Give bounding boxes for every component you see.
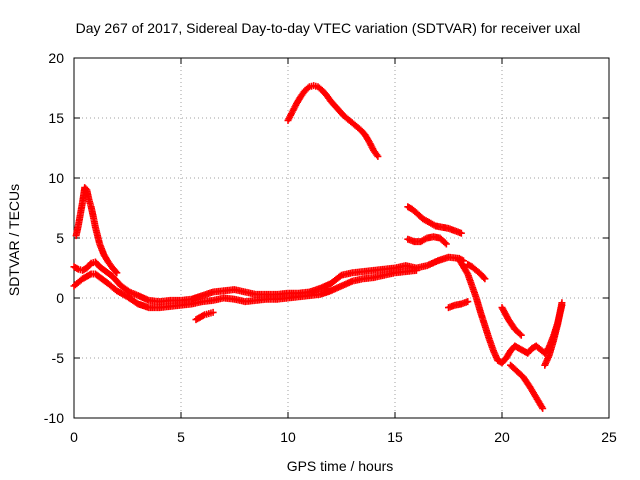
x-tick-label: 0 [70,429,78,445]
chart-title: Day 267 of 2017, Sidereal Day-to-day VTE… [76,20,581,36]
series-post-18-lower [445,298,472,312]
x-tick-label: 10 [280,429,296,445]
data-point [442,240,450,248]
data-point [113,269,121,277]
data-point [199,312,207,320]
data-point [441,239,449,247]
data-point [457,229,465,237]
series-right-rise [498,304,525,339]
y-axis-label: SDTVAR / TECUs [6,184,22,296]
data-point [209,308,217,316]
data-point [463,269,471,277]
series-late-mid-arc [404,233,450,248]
y-tick-label: 20 [48,50,64,66]
data-point [374,152,382,160]
x-axis-label: GPS time / hours [287,458,394,474]
x-tick-label: 20 [494,429,510,445]
y-tick-label: -10 [44,410,64,426]
data-point [517,331,525,339]
plot-frame [73,57,610,419]
series-late-upper-arc [404,203,465,237]
data-point [304,84,312,92]
data-point [539,404,547,412]
data-point [412,266,420,274]
series-deep-dip [507,361,547,412]
x-tick-label: 15 [387,429,403,445]
data-point [481,275,489,283]
x-tick-label: 25 [601,429,617,445]
series-main-band-upper [70,253,467,306]
series-main-band-lower [70,266,420,312]
y-tick-label: 10 [48,170,64,186]
data-point [516,330,524,338]
series-post-18-upper [464,260,489,283]
series-early-spike [72,184,121,277]
data-point [112,268,120,276]
series-high-arc [284,82,382,160]
y-tick-label: 15 [48,110,64,126]
y-tick-label: 5 [56,230,64,246]
axes [73,57,610,419]
series-end-rise [541,299,566,369]
x-tick-label: 5 [177,429,185,445]
data-point [558,299,566,307]
data-point [373,151,381,159]
y-tick-label: 0 [56,290,64,306]
data-point [464,298,472,306]
data-point [480,274,488,282]
plot-area [70,82,566,412]
series-dip-near-6 [192,308,217,324]
y-tick-label: -5 [52,350,65,366]
data-point [73,264,81,272]
tick-labels: 0 5 10 15 20 25 -10 -5 0 5 10 15 20 [44,50,617,445]
